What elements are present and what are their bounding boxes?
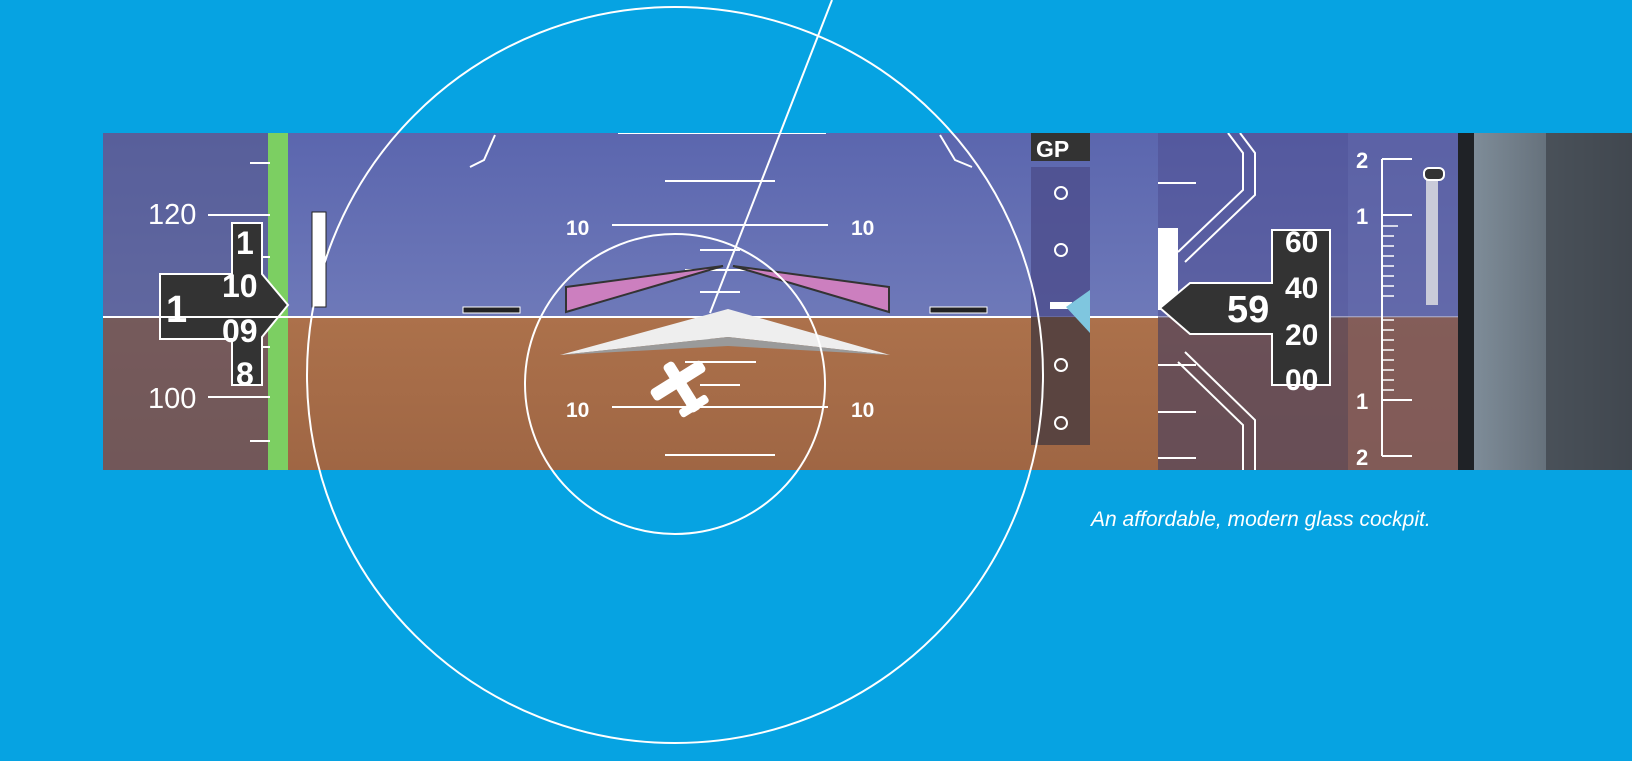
overlay-large-circle [306, 6, 1044, 744]
display-edge [1458, 133, 1474, 470]
overlay-small-circle [524, 233, 826, 535]
pitch-label-right-bottom: 10 [851, 399, 874, 422]
speed-trend-bar [311, 211, 327, 308]
flight-director-left [565, 265, 724, 314]
airspeed-tape: 120 100 1 1 10 09 8 [103, 133, 327, 470]
caption: An affordable, modern glass cockpit. [1091, 508, 1431, 531]
vsi-tick-bottom-1: 1 [1356, 389, 1368, 414]
airplane-icon [650, 360, 709, 418]
aircraft-symbol [560, 309, 890, 355]
glidepath-pointer [1066, 290, 1090, 333]
altitude-readout-box [1158, 229, 1331, 386]
overlay-pointer-line [709, 0, 833, 314]
airspeed-readout-lead: 1 [166, 289, 187, 331]
altitude-tape: 59 60 40 20 00 [1158, 133, 1348, 470]
altitude-trend-bar [1158, 228, 1178, 310]
airspeed-tick-120: 120 [148, 199, 196, 231]
pfd-band: 120 100 1 1 10 09 8 [103, 133, 1632, 470]
airspeed-drum-2: 10 [222, 268, 258, 304]
vsi-tick-top-2: 2 [1356, 148, 1368, 173]
pitch-label-left-bottom: 10 [566, 399, 589, 422]
altitude-drum-4: 00 [1285, 364, 1318, 397]
airspeed-drum-4: 8 [236, 356, 254, 392]
attitude-indicator: 10 10 10 10 [103, 133, 1632, 456]
glidepath-indicator: GP [1031, 133, 1090, 445]
flight-director-right [732, 265, 890, 314]
glidepath-label: GP [1036, 136, 1069, 162]
airspeed-tick-100: 100 [148, 383, 196, 415]
airspeed-drum-1: 1 [236, 225, 254, 261]
decorative-overlay [306, 0, 1044, 744]
vertical-speed-indicator: 2 1 1 2 [1348, 133, 1458, 470]
pitch-label-right-top: 10 [851, 217, 874, 240]
altitude-drum-2: 40 [1285, 272, 1318, 305]
altitude-drum-1: 60 [1285, 226, 1318, 259]
airspeed-readout-box [159, 222, 290, 386]
altitude-drum-3: 20 [1285, 319, 1318, 352]
airspeed-drum-3: 09 [222, 313, 258, 349]
vsi-tick-top-1: 1 [1356, 204, 1368, 229]
vertical-speed-bar [1426, 178, 1438, 305]
pitch-label-left-top: 10 [566, 217, 589, 240]
altitude-readout: 59 [1227, 289, 1269, 331]
vsi-tick-bottom-2: 2 [1356, 445, 1368, 470]
vertical-speed-pointer [1423, 167, 1445, 181]
